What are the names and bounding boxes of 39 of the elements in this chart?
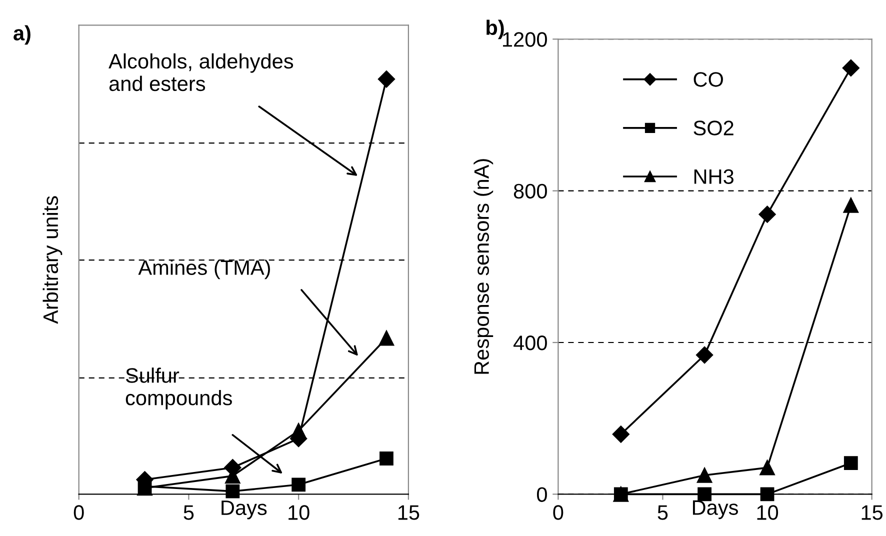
point — [290, 423, 306, 438]
x-tick-label: 0 — [74, 505, 84, 520]
annotation: Alcohols, aldehydes and esters — [108, 53, 294, 92]
point — [380, 452, 394, 466]
y-axis-title: Response sensors (nA) — [474, 159, 494, 374]
point — [696, 346, 714, 364]
chart-title: a) — [14, 25, 30, 45]
x-tick-label: 5 — [184, 505, 194, 520]
y-axis-title: Arbitrary units — [42, 196, 62, 324]
x-axis-title: Days — [222, 500, 267, 520]
point — [843, 198, 859, 213]
point — [758, 206, 776, 223]
point — [844, 456, 858, 470]
point — [760, 460, 775, 476]
y-tick-label: 800 — [514, 184, 547, 199]
x-tick-label: 0 — [553, 505, 564, 520]
y-tick-label: 0 — [536, 487, 547, 502]
point — [378, 70, 396, 88]
point — [612, 426, 630, 443]
x-tick-label: 15 — [862, 505, 883, 520]
point — [842, 59, 860, 76]
y-tick-label: 400 — [513, 336, 547, 350]
legend-label: CO — [694, 72, 723, 87]
legend-label: NH3 — [694, 169, 734, 184]
point — [378, 330, 394, 346]
point — [760, 487, 774, 502]
x-tick-label: 10 — [288, 505, 310, 520]
x-tick-label: 10 — [757, 505, 778, 520]
annotation: Sulfur compounds — [126, 368, 232, 410]
x-axis-title: Days — [692, 500, 738, 520]
y-tick-label: 1200 — [503, 32, 547, 47]
x-tick-label: 15 — [398, 505, 420, 520]
point — [226, 484, 240, 498]
legend-label: SO2 — [694, 120, 734, 136]
point — [292, 478, 306, 492]
annotation: Amines (TMA) — [138, 260, 270, 280]
x-tick-label: 5 — [658, 505, 668, 520]
point — [696, 468, 712, 483]
chart-title: b) — [486, 20, 504, 40]
